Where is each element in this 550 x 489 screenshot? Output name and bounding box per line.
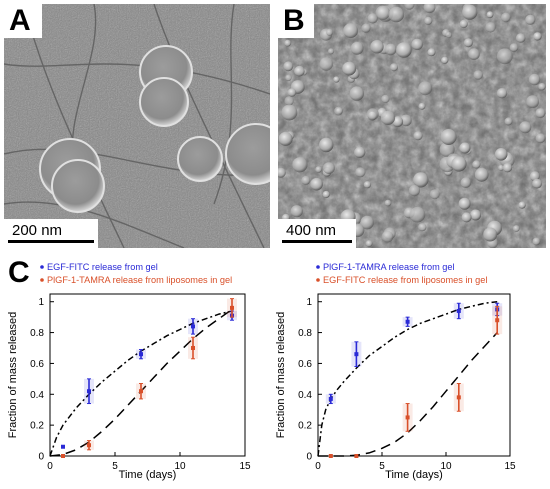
data-point [328, 396, 333, 401]
y-tick-label: 0 [38, 452, 44, 463]
x-tick-label: 5 [379, 461, 385, 472]
y-tick-label: 0.2 [298, 421, 312, 432]
data-point [139, 389, 143, 394]
data-point [405, 319, 410, 324]
data-point [61, 454, 65, 458]
legend-marker [40, 278, 44, 282]
legend-marker [316, 278, 320, 282]
fit-curve [49, 308, 233, 457]
scale-bar-a [8, 240, 94, 243]
y-tick-label: 0.8 [30, 328, 44, 339]
legend-label: PlGF-1-TAMRA release from gel [323, 262, 455, 272]
legend-label: EGF-FITC release from liposomes in gel [323, 275, 487, 285]
plot-frame [317, 293, 511, 457]
data-point [405, 415, 410, 420]
data-point [230, 305, 234, 310]
panel-letter-b: B [283, 4, 305, 37]
micrograph-b-image [278, 4, 546, 248]
data-point [456, 395, 461, 400]
y-axis-label: Fraction of mass released [7, 312, 19, 439]
scale-label-a: 200 nm [12, 222, 63, 239]
chart-2: 0 5 10 15 0 0.2 0.4 0.6 0.8 1 Time (days) Fraction … [275, 262, 516, 481]
x-tick-label: 15 [239, 461, 251, 472]
fit-curve [318, 332, 498, 457]
micrograph-a [4, 4, 270, 248]
data-point [87, 389, 91, 394]
series-1 [317, 300, 503, 457]
legend-label: EGF-FITC release from gel [47, 262, 158, 272]
data-point [87, 443, 91, 448]
x-axis-label: Time (days) [119, 469, 177, 481]
x-tick-label: 0 [47, 461, 53, 472]
y-tick-label: 0.6 [30, 359, 44, 370]
data-point [354, 454, 359, 458]
legend-marker [316, 265, 320, 269]
chart-1: 0 5 10 15 0 0.2 0.4 0.6 0.8 1 Time (days) Fraction … [7, 262, 251, 481]
scale-bar-b [282, 240, 352, 243]
panel-letter-c: C [8, 256, 30, 289]
x-tick-label: 5 [112, 461, 118, 472]
x-axis-label: Time (days) [385, 469, 443, 481]
data-point [456, 308, 461, 313]
x-tick-label: 10 [440, 461, 452, 472]
liposome-group [39, 45, 270, 213]
data-point [191, 324, 195, 329]
data-point [495, 318, 500, 323]
y-tick-label: 0.4 [30, 390, 44, 401]
legend-label: PlGF-1-TAMRA release from liposomes in g… [47, 275, 232, 285]
series-2 [49, 298, 237, 458]
data-point [354, 352, 359, 357]
x-tick-label: 0 [315, 461, 321, 472]
series-2 [318, 305, 503, 458]
y-tick-label: 1 [306, 297, 312, 308]
y-tick-label: 0.4 [298, 390, 312, 401]
data-point [61, 444, 65, 449]
panel-letter-a: A [9, 4, 31, 37]
data-point [191, 346, 195, 350]
scale-label-b: 400 nm [286, 222, 337, 239]
y-tick-label: 0 [306, 452, 312, 463]
x-tick-label: 15 [504, 461, 516, 472]
data-point [328, 454, 333, 458]
y-tick-label: 1 [38, 297, 44, 308]
micrograph-a-image [4, 4, 270, 248]
plot-frame [49, 293, 246, 457]
y-tick-label: 0.2 [30, 421, 44, 432]
data-point [139, 352, 143, 357]
fit-curve [49, 310, 233, 457]
y-tick-label: 0.8 [298, 328, 312, 339]
y-tick-label: 0.6 [298, 359, 312, 370]
legend-marker [40, 265, 44, 269]
x-tick-label: 10 [174, 461, 186, 472]
micrograph-b [278, 4, 546, 248]
y-axis-label: Fraction of mass released [275, 312, 287, 439]
